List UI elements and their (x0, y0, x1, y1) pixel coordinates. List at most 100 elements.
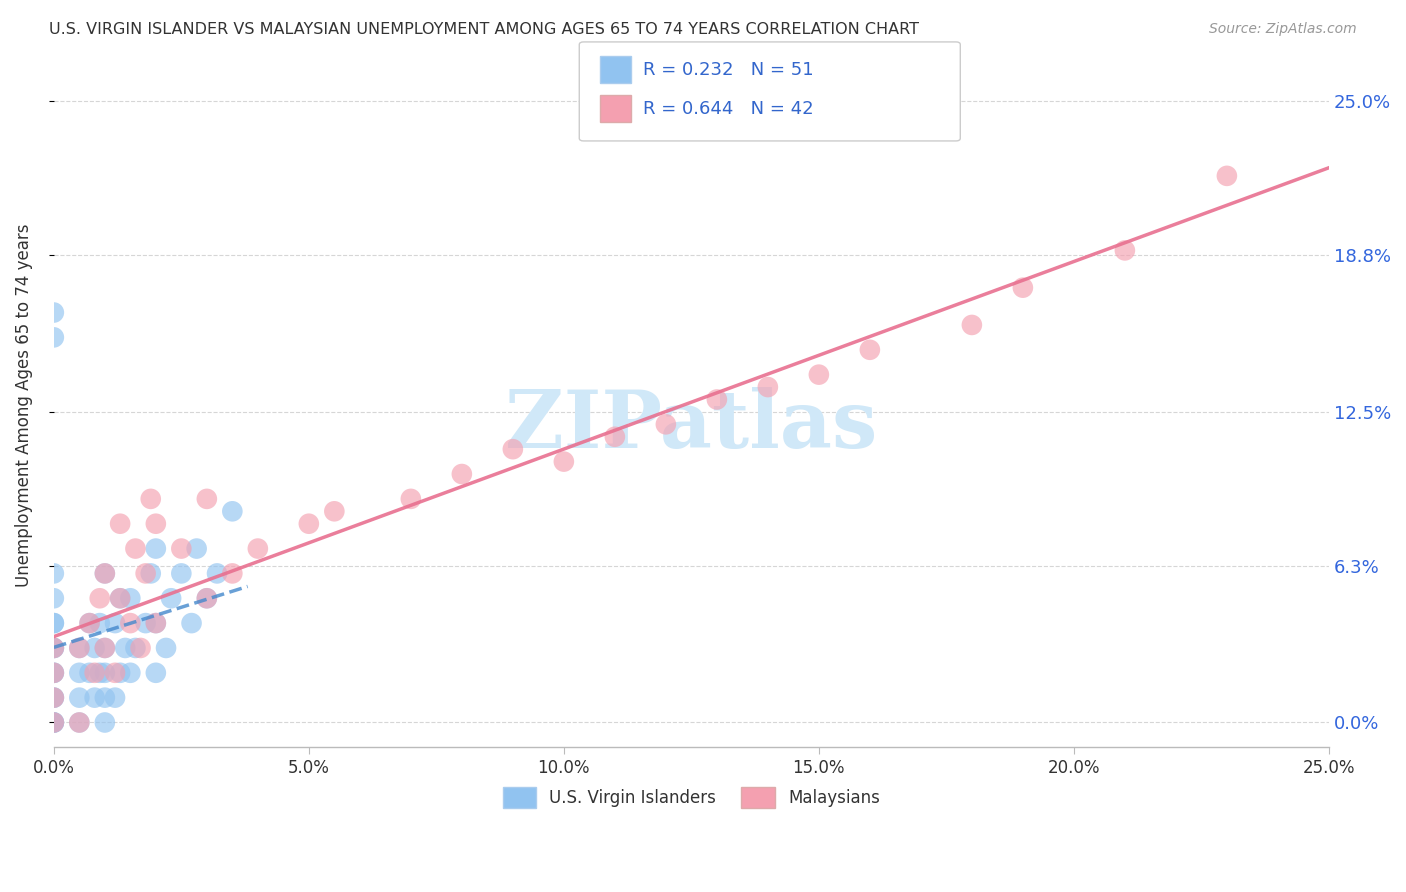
Point (42, 640, 65, 655)
Point (160, 591, 183, 606)
Point (706, 392, 728, 407)
Point (42, 715, 65, 730)
Text: U.S. VIRGIN ISLANDER VS MALAYSIAN UNEMPLOYMENT AMONG AGES 65 TO 74 YEARS CORRELA: U.S. VIRGIN ISLANDER VS MALAYSIAN UNEMPL… (49, 22, 920, 37)
Point (186, 541, 208, 556)
Point (114, 640, 136, 655)
Point (42, 715, 65, 730)
Point (42, 690, 65, 705)
Point (298, 516, 321, 531)
Point (246, 541, 269, 556)
Point (94, 566, 117, 581)
Point (135, 566, 157, 581)
Point (135, 616, 157, 631)
Point (145, 665, 167, 680)
Point (553, 454, 575, 468)
Point (1216, 169, 1239, 183)
Point (603, 430, 626, 444)
Point (124, 541, 146, 556)
Point (323, 504, 346, 518)
Point (170, 541, 193, 556)
Point (79, 616, 101, 631)
Text: R = 0.644   N = 42: R = 0.644 N = 42 (643, 100, 813, 118)
Point (221, 566, 243, 581)
Point (79, 616, 101, 631)
Point (42, 715, 65, 730)
Point (83, 690, 105, 705)
Point (108, 665, 131, 680)
Point (129, 640, 152, 655)
Point (42, 616, 65, 631)
Point (94, 690, 117, 705)
Point (94, 665, 117, 680)
Point (655, 417, 678, 432)
Point (120, 616, 142, 631)
Point (221, 504, 243, 518)
Point (120, 665, 142, 680)
Point (195, 491, 218, 506)
Point (67, 640, 90, 655)
Point (67, 640, 90, 655)
Point (83, 665, 105, 680)
Text: Source: ZipAtlas.com: Source: ZipAtlas.com (1209, 22, 1357, 37)
Point (756, 380, 779, 394)
Point (124, 640, 146, 655)
Point (42, 690, 65, 705)
Point (859, 343, 882, 357)
Point (155, 640, 177, 655)
Point (89, 591, 111, 606)
Legend: U.S. Virgin Islanders, Malaysians: U.S. Virgin Islanders, Malaysians (496, 780, 887, 814)
Point (42, 715, 65, 730)
Point (108, 591, 131, 606)
Point (42, 690, 65, 705)
Point (42, 665, 65, 680)
Point (108, 591, 131, 606)
Text: R = 0.232   N = 51: R = 0.232 N = 51 (643, 61, 813, 78)
Y-axis label: Unemployment Among Ages 65 to 74 years: Unemployment Among Ages 65 to 74 years (15, 224, 32, 588)
Point (67, 715, 90, 730)
Point (42, 330, 65, 344)
Point (42, 665, 65, 680)
Point (139, 491, 162, 506)
Point (180, 616, 202, 631)
Point (94, 640, 117, 655)
Point (42, 665, 65, 680)
Point (42, 616, 65, 631)
Point (502, 442, 524, 457)
Point (145, 616, 167, 631)
Point (42, 566, 65, 581)
Point (1012, 281, 1035, 295)
Point (807, 368, 830, 382)
Point (94, 640, 117, 655)
Point (120, 591, 142, 606)
Point (67, 715, 90, 730)
Point (42, 305, 65, 319)
Point (1114, 244, 1136, 258)
Point (170, 566, 193, 581)
Point (145, 616, 167, 631)
Point (67, 665, 90, 680)
Point (89, 665, 111, 680)
Point (94, 715, 117, 730)
Point (89, 616, 111, 631)
Point (205, 566, 228, 581)
Point (67, 690, 90, 705)
Point (450, 467, 472, 481)
Point (79, 665, 101, 680)
Point (145, 541, 167, 556)
Point (104, 665, 127, 680)
Point (139, 566, 162, 581)
Point (195, 591, 218, 606)
Point (399, 491, 422, 506)
Point (104, 616, 127, 631)
Point (42, 640, 65, 655)
Point (145, 516, 167, 531)
Point (42, 591, 65, 606)
Point (94, 566, 117, 581)
Point (83, 640, 105, 655)
Text: ZIPatlas: ZIPatlas (505, 387, 877, 466)
Point (108, 516, 131, 531)
Point (42, 640, 65, 655)
Point (960, 318, 983, 332)
Point (104, 690, 127, 705)
Point (195, 591, 218, 606)
